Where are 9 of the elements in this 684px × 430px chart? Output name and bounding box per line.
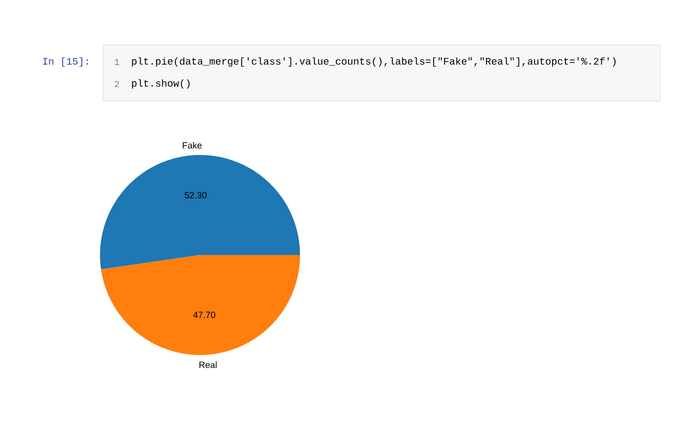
data-label: 47.70 xyxy=(193,312,216,318)
data-label: 52.30 xyxy=(184,192,207,198)
text: 1 xyxy=(114,59,120,65)
text: plt.pie(data_merge['class'].value_counts(),labels=["Fake","Real"],autopct='%.2f') xyxy=(132,57,616,67)
slice-label: Fake xyxy=(182,142,202,149)
text: plt.show() xyxy=(132,79,190,89)
slice-label: Real xyxy=(199,361,217,368)
text: In [15]: xyxy=(43,57,88,67)
text: 2 xyxy=(114,80,119,87)
